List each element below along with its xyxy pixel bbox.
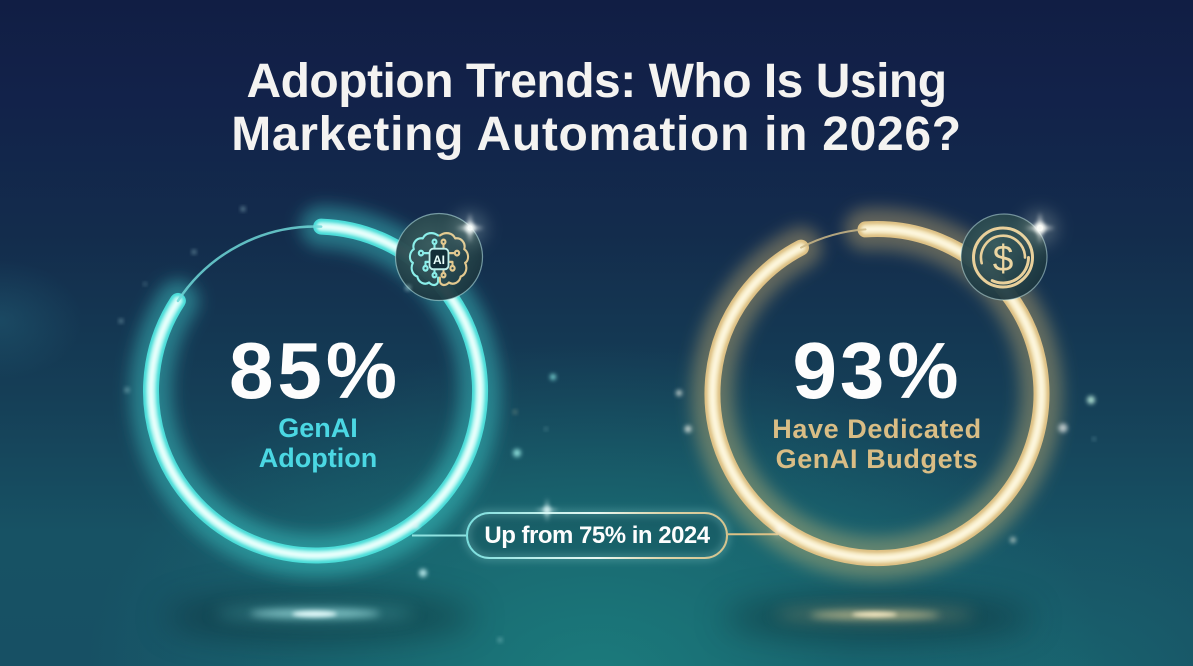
svg-text:AI: AI	[433, 253, 445, 267]
svg-text:$: $	[993, 238, 1014, 279]
